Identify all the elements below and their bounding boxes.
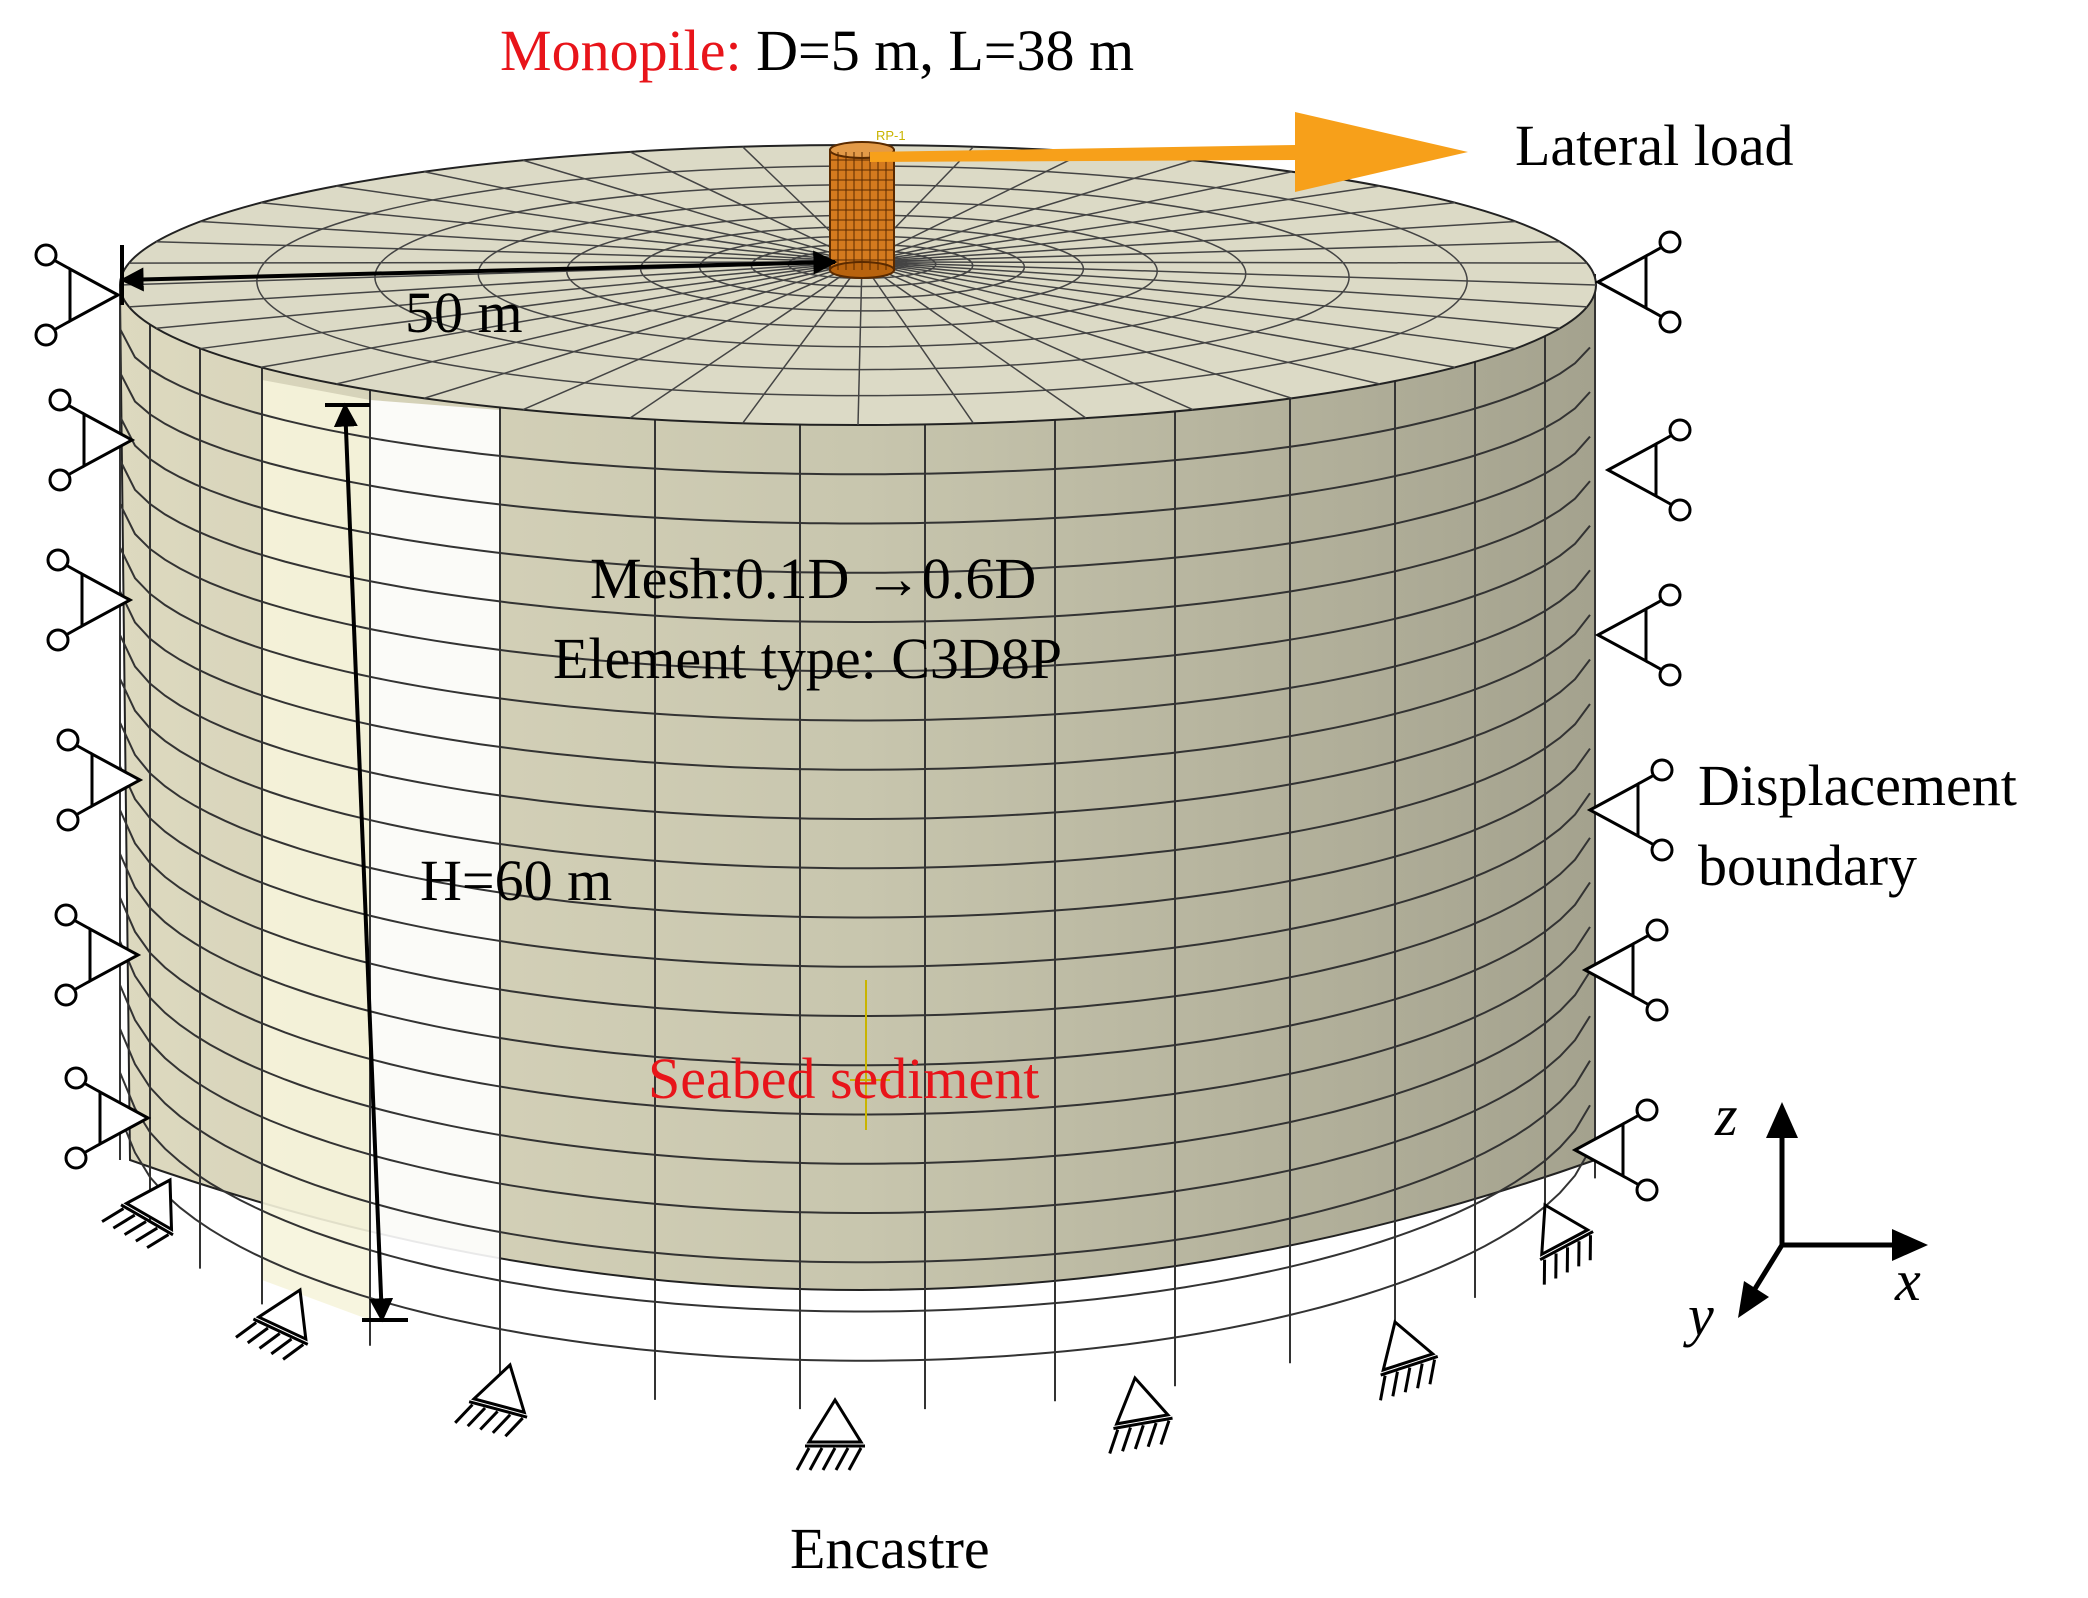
top-mesh-radial (424, 171, 863, 263)
roller-support-icon (46, 548, 134, 652)
top-mesh-radial (336, 185, 863, 263)
axis-z-label: z (1714, 1083, 1738, 1148)
element-type-label: Element type: C3D8P (553, 626, 1062, 691)
roller-support-icon (1594, 583, 1682, 687)
top-mesh-radial (861, 261, 1381, 385)
right-displacement-supports (1571, 230, 1692, 1202)
roller-support-icon (1594, 230, 1682, 334)
radius-label: 50 m (405, 280, 523, 345)
left-displacement-supports (34, 243, 152, 1170)
monopile-label: Monopile: D=5 m, L=38 m (500, 18, 1134, 83)
encastre-support-icon (235, 1287, 309, 1361)
encastre-support-icon (1539, 1202, 1594, 1285)
radius-dimension-line (119, 250, 838, 292)
top-mesh-radial (861, 201, 1456, 263)
encastre-support-icon (795, 1397, 865, 1471)
highlighted-element-column-2 (262, 380, 370, 1320)
lateral-load-label: Lateral load (1515, 113, 1794, 178)
local-axis-triad (850, 980, 890, 1130)
displacement-label-line1: Displacement (1698, 753, 2017, 818)
roller-support-icon (34, 243, 122, 347)
roller-support-icon (56, 728, 144, 832)
axis-y-label: y (1683, 1283, 1714, 1348)
top-mesh-radial (861, 159, 1194, 263)
top-mesh-radial (861, 261, 1456, 369)
seabed-label: Seabed sediment (648, 1046, 1039, 1111)
height-label: H=60 m (420, 848, 612, 913)
top-mesh-radial (861, 261, 1194, 411)
top-mesh-radial (741, 261, 863, 424)
global-axis (1738, 1102, 1928, 1318)
top-mesh-radial (861, 220, 1516, 263)
monopile-dims: D=5 m, L=38 m (742, 18, 1134, 83)
roller-support-icon (48, 388, 136, 492)
encastre-supports (101, 1177, 1594, 1471)
roller-support-icon (64, 1066, 152, 1170)
roller-support-icon (1571, 1098, 1659, 1202)
top-mesh-radial (522, 159, 863, 263)
roller-support-icon (1586, 758, 1674, 862)
axis-x-label: x (1894, 1248, 1921, 1313)
top-mesh-radial (629, 151, 863, 263)
highlighted-element-column (370, 400, 500, 1360)
monopile (829, 141, 895, 279)
top-mesh-radial (861, 261, 975, 424)
roller-support-icon (54, 903, 142, 1007)
roller-support-icon (1604, 418, 1692, 522)
top-mesh-radial (861, 240, 1560, 263)
top-mesh-radial (861, 261, 1587, 308)
top-mesh-radial (861, 261, 1516, 350)
load-arrow-icon (870, 112, 1468, 192)
roller-support-icon (1581, 918, 1669, 1022)
top-mesh-radial (857, 261, 863, 426)
encastre-support-icon (1379, 1319, 1439, 1401)
top-mesh-radial (861, 261, 1597, 286)
top-mesh-radial (861, 151, 1087, 263)
encastre-support-icon (1108, 1375, 1173, 1455)
encastre-support-icon (454, 1362, 528, 1438)
reference-point-label: RP-1 (876, 128, 906, 143)
top-mesh-radial (861, 261, 1560, 330)
top-mesh-radial (861, 261, 1293, 399)
monopile-prefix: Monopile: (500, 18, 742, 83)
top-mesh-radial (861, 171, 1292, 263)
top-mesh-radial (861, 261, 1087, 419)
encastre-label: Encastre (790, 1516, 990, 1581)
mesh-label: Mesh:0.1D →0.6D (590, 546, 1036, 611)
encastre-support-icon (101, 1177, 174, 1249)
displacement-label-line2: boundary (1698, 833, 1917, 898)
height-dimension (325, 402, 408, 1323)
top-mesh-radial (861, 185, 1380, 263)
top-mesh-radial (861, 261, 1587, 264)
